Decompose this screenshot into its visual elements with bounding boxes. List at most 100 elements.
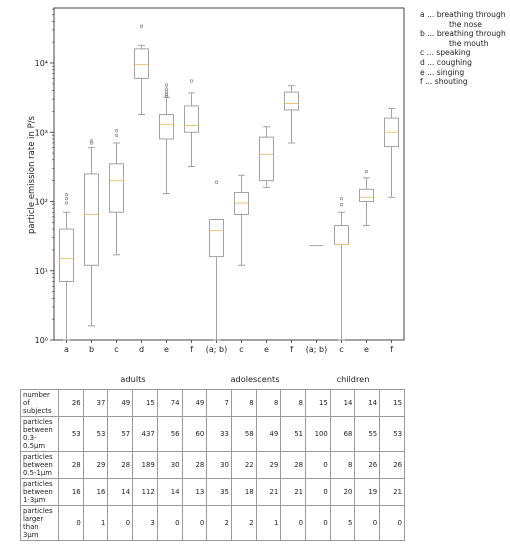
legend-item-a-continued: the nose <box>449 19 482 29</box>
x-tick-label: c <box>114 345 118 354</box>
x-tick-label: f <box>190 345 193 354</box>
box-1-outlier <box>64 193 69 197</box>
legend-item-b-continued: the mouth <box>449 38 489 48</box>
x-tick-label: d <box>139 345 144 354</box>
table-cell: 28 <box>181 451 208 479</box>
table-row: particles between 1-3μm 16 16 14 112 14 13 35 18… <box>20 477 405 506</box>
x-tick-label: (a; b) <box>306 345 327 354</box>
legend-item-a: a ... breathing through <box>420 10 506 19</box>
table-cell: 15 <box>132 389 158 417</box>
table-cell: 26 <box>58 389 84 417</box>
box-7-outlier <box>214 180 219 184</box>
table-cell: 28 <box>107 451 134 479</box>
box-12-outlier <box>339 196 344 201</box>
box-2-outlier <box>89 139 94 143</box>
table-cell: 26 <box>354 451 381 479</box>
table-cell: 112 <box>132 477 158 506</box>
table-cell: 0 <box>305 451 331 479</box>
table-cell: 18 <box>230 477 257 506</box>
box-2-outlier <box>89 141 94 145</box>
table-row: number of subjects 26 37 49 15 74 49 7 8 8 8 15 14 14… <box>20 389 405 417</box>
table-cell: 57 <box>107 415 134 453</box>
table-cell: 21 <box>255 477 282 506</box>
table-cell: 60 <box>181 415 208 453</box>
table-cell: 33 <box>206 415 232 453</box>
x-tick-label: f <box>290 345 293 354</box>
table-cell: 29 <box>82 451 109 479</box>
table-cell: 0 <box>156 504 183 542</box>
table-cell: 0 <box>305 477 331 506</box>
table-cell: 0 <box>107 504 134 542</box>
box-1-iqr-box <box>59 228 74 282</box>
table-cell: 53 <box>82 415 109 453</box>
box-3-outlier <box>114 133 119 138</box>
box-13-outlier <box>364 169 369 174</box>
plot-frame <box>53 7 405 341</box>
legend-item-c: c ... speaking <box>420 48 471 58</box>
table-cell: 437 <box>132 415 158 453</box>
table-cell: 53 <box>379 415 405 453</box>
table-cell: 2 <box>206 504 232 542</box>
x-tick-label: (a; b) <box>206 345 227 354</box>
table-cell: 22 <box>230 451 257 479</box>
y-tick-label: 10⁴ <box>35 59 48 68</box>
y-tick-label: 10⁰ <box>35 336 48 345</box>
table-cell: 16 <box>58 477 84 506</box>
box-4-outlier <box>139 24 144 28</box>
table-cell: 30 <box>206 451 232 479</box>
box-6-outlier <box>189 79 194 83</box>
box-13-iqr-box <box>359 188 374 202</box>
row-label: particles between 0.3-0.5μm <box>20 415 59 453</box>
table-cell: 49 <box>107 389 134 417</box>
box-1-outlier <box>64 196 69 201</box>
table-cell: 8 <box>230 389 257 417</box>
table-cell: 35 <box>206 477 232 506</box>
row-label: particles larger than 3μm <box>20 504 59 542</box>
table-cell: 28 <box>280 451 307 479</box>
y-tick-label: 10¹ <box>35 267 48 276</box>
table-row: particles larger than 3μm 0 1 0 3 0 0 2 2 1 0 0 5 0 0 <box>20 504 405 542</box>
table-cell: 15 <box>305 389 331 417</box>
table-cell: 49 <box>255 415 282 453</box>
x-tick-label: a <box>64 345 69 354</box>
box-5-iqr-box <box>159 114 174 140</box>
table-cell: 1 <box>255 504 282 542</box>
table-cell: 21 <box>280 477 307 506</box>
table-cell: 0 <box>58 504 84 542</box>
table-cell: 0 <box>305 504 331 542</box>
row-label: particles between 1-3μm <box>20 477 59 506</box>
group-label-children: children <box>336 374 370 384</box>
table-cell: 20 <box>329 477 356 506</box>
box-12-outlier <box>339 203 344 207</box>
box-9-iqr-box <box>259 136 274 182</box>
legend-item-e: e ... singing <box>420 67 465 77</box>
subjects-particles-table: number of subjects 26 37 49 15 74 49 7 8 8 8 15 14 14… <box>20 389 405 542</box>
table-cell: 53 <box>58 415 84 453</box>
table-row: particles between 0.5-1μm 28 29 28 189 30 28 30… <box>20 451 405 479</box>
plot-area: 10⁰ 10¹ 10² 10³ 10⁴ a b c d e f (a; b) c e f (a; b) c e f <box>35 7 405 354</box>
table-cell: 14 <box>329 389 356 417</box>
y-tick-label: 10² <box>35 198 48 207</box>
x-tick-label: e <box>264 345 269 354</box>
legend-item-d: d ... coughing <box>420 57 472 67</box>
table-cell: 29 <box>255 451 282 479</box>
box-1-outlier <box>64 201 69 205</box>
y-axis-label: particle emission rate in P/s <box>27 115 37 234</box>
table-cell: 26 <box>379 451 405 479</box>
table-cell: 14 <box>156 477 183 506</box>
box-3-iqr-box <box>109 163 124 213</box>
table-cell: 0 <box>280 504 307 542</box>
table-cell: 51 <box>280 415 307 453</box>
table-cell: 2 <box>230 504 257 542</box>
box-5-outlier <box>164 83 169 87</box>
table-cell: 58 <box>230 415 257 453</box>
table-cell: 8 <box>255 389 282 417</box>
group-label-adults: adults <box>120 374 146 384</box>
table-cell: 68 <box>329 415 356 453</box>
table-cell: 100 <box>305 415 331 453</box>
y-tick-label: 10³ <box>35 128 48 137</box>
box-10-iqr-box <box>284 91 299 111</box>
table-cell: 28 <box>58 451 84 479</box>
box-7-iqr-box <box>209 219 224 258</box>
